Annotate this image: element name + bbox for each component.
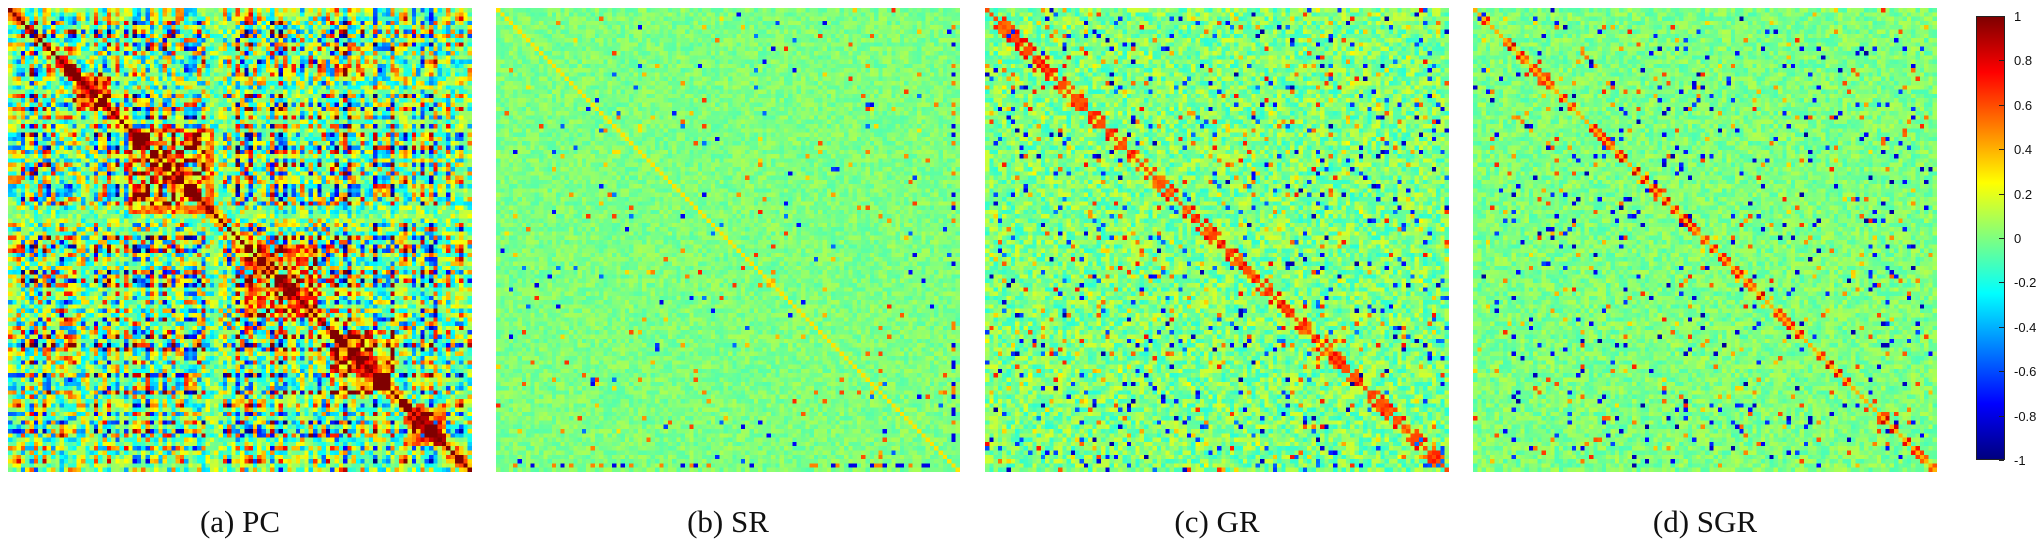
colorbar-tick-mark: [1999, 193, 2004, 195]
heatmap-pc: [8, 8, 472, 472]
colorbar-tick-label: 0.8: [2014, 53, 2033, 69]
colorbar-tick-mark: [1999, 460, 2004, 461]
colorbar-tick-label: -0.4: [2014, 319, 2037, 335]
caption-sgr: (d) SGR: [1652, 504, 1758, 539]
colorbar-tick-mark: [1999, 326, 2004, 328]
caption-gr: (c) GR: [1174, 504, 1260, 539]
colorbar-tick-label: 0.6: [2014, 97, 2033, 113]
colorbar-tick-mark: [1999, 104, 2004, 106]
colorbar-tick-label: 0: [2014, 231, 2022, 246]
colorbar-tick-mark: [1999, 415, 2004, 417]
heatmap-sgr-canvas: [1473, 8, 1937, 472]
colorbar-tick-mark: [1999, 238, 2004, 239]
colorbar-tick-label: 0.2: [2014, 186, 2033, 202]
colorbar-tick-label: 1: [2014, 9, 2022, 24]
heatmap-sr: [496, 8, 960, 472]
colorbar-tick-label: -1: [2014, 453, 2026, 468]
colorbar-tick-label: -0.6: [2014, 364, 2037, 380]
colorbar-tick-mark: [1999, 149, 2004, 151]
colorbar-tick-label: -0.2: [2014, 275, 2037, 291]
heatmap-gr-canvas: [985, 8, 1449, 472]
colorbar-tick-label: 0.4: [2014, 142, 2033, 158]
caption-sr: (b) SR: [687, 504, 769, 539]
colorbar-tick-mark: [1999, 16, 2004, 17]
heatmap-gr: [985, 8, 1449, 472]
heatmap-pc-canvas: [8, 8, 472, 472]
heatmap-sr-canvas: [496, 8, 960, 472]
colorbar-tick-label: -0.8: [2014, 408, 2037, 424]
colorbar-tick-mark: [1999, 282, 2004, 284]
caption-pc: (a) PC: [199, 504, 281, 539]
colorbar-tick-mark: [1999, 60, 2004, 62]
colorbar-tick-mark: [1999, 371, 2004, 373]
heatmap-sgr: [1473, 8, 1937, 472]
